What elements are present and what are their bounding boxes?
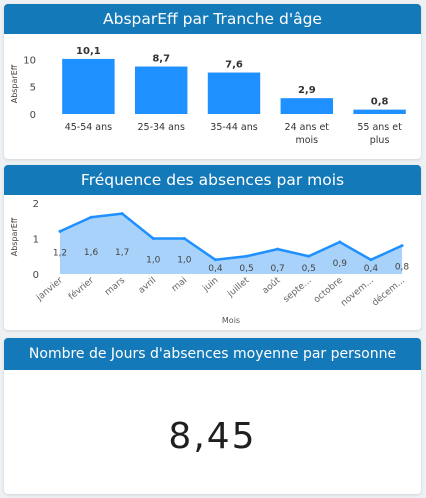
data-label: 1,6 xyxy=(84,248,99,258)
data-label: 1,0 xyxy=(146,256,161,266)
y-tick-label: 5 xyxy=(30,83,36,94)
bar[interactable] xyxy=(207,72,261,114)
x-tick-label: août xyxy=(261,275,283,296)
data-point[interactable] xyxy=(89,215,93,219)
data-point[interactable] xyxy=(182,237,186,240)
y-tick-label: 0 xyxy=(33,270,39,281)
data-label: 0,9 xyxy=(333,259,348,269)
x-tick-label: plus xyxy=(370,135,390,146)
x-tick-label: décem... xyxy=(370,275,407,309)
x-tick-label: novem... xyxy=(339,276,376,309)
x-tick-label: mois xyxy=(295,135,318,146)
x-tick-label: 45-54 ans xyxy=(65,122,112,133)
data-point[interactable] xyxy=(307,254,311,258)
data-label: 1,7 xyxy=(115,248,129,258)
data-label: 10,1 xyxy=(76,46,101,57)
y-tick-label: 2 xyxy=(33,199,39,210)
data-label: 0,8 xyxy=(395,263,410,273)
x-tick-label: mars xyxy=(103,275,127,297)
data-label: 7,6 xyxy=(225,60,243,71)
data-point[interactable] xyxy=(338,240,342,244)
x-tick-label: février xyxy=(66,275,96,303)
data-label: 1,2 xyxy=(53,248,67,258)
age-chart-title: AbsparEff par Tranche d'âge xyxy=(4,4,421,34)
area-fill xyxy=(60,213,402,274)
age-bar-chart[interactable]: AbsparEff 0 5 10 10,1 45-54 ans 8,7 25-34 ans 7,… xyxy=(4,34,421,159)
data-label: 0,4 xyxy=(364,264,379,274)
y-tick-label: 0 xyxy=(30,110,36,121)
bar[interactable] xyxy=(280,98,334,114)
data-label: 0,4 xyxy=(208,264,223,274)
month-chart-title: Fréquence des absences par mois xyxy=(4,165,421,195)
data-label: 0,8 xyxy=(371,97,389,108)
bar[interactable] xyxy=(353,109,406,114)
data-label: 2,9 xyxy=(298,85,316,96)
kpi-value: 8,45 xyxy=(168,416,257,457)
kpi-card-panel: Nombre de Jours d'absences moyenne par p… xyxy=(4,338,421,494)
x-tick-label: 24 ans et xyxy=(285,122,330,133)
y-tick-label: 10 xyxy=(23,55,36,66)
data-point[interactable] xyxy=(120,212,124,216)
data-label: 0,5 xyxy=(239,264,253,274)
data-point[interactable] xyxy=(245,254,249,258)
y-tick-label: 1 xyxy=(33,235,39,246)
data-point[interactable] xyxy=(213,258,217,262)
data-label: 0,7 xyxy=(270,264,284,274)
x-tick-label: juin xyxy=(201,276,221,295)
x-tick-label: septe... xyxy=(281,276,313,305)
data-point[interactable] xyxy=(400,244,404,248)
x-tick-label: 55 ans et xyxy=(357,122,402,133)
data-point[interactable] xyxy=(276,247,280,251)
x-tick-label: avril xyxy=(137,276,158,296)
x-tick-label: mai xyxy=(170,276,189,294)
data-point[interactable] xyxy=(151,237,155,240)
bar[interactable] xyxy=(134,66,188,114)
x-tick-label: juillet xyxy=(225,275,252,300)
age-bracket-panel: AbsparEff par Tranche d'âge AbsparEff 0 5 1… xyxy=(4,4,421,159)
kpi-title: Nombre de Jours d'absences moyenne par p… xyxy=(4,338,421,370)
data-label: 1,0 xyxy=(177,256,192,266)
data-point[interactable] xyxy=(58,229,62,233)
series-line xyxy=(59,212,403,262)
y-axis-label: AbsparEff xyxy=(10,64,19,103)
monthly-frequency-panel: Fréquence des absences par mois AbsparEf… xyxy=(4,165,421,330)
monthly-area-chart[interactable]: AbsparEff0121,2janvier1,6février1,7mars1… xyxy=(4,195,421,330)
x-tick-label: 25-34 ans xyxy=(137,122,184,133)
data-label: 8,7 xyxy=(152,54,170,65)
x-axis-label: Mois xyxy=(222,316,240,325)
x-tick-label: 35-44 ans xyxy=(210,122,257,133)
y-axis-label: AbsparEff xyxy=(10,217,19,256)
data-label: 0,5 xyxy=(302,264,316,274)
bar[interactable] xyxy=(62,58,115,114)
data-point[interactable] xyxy=(369,258,373,262)
